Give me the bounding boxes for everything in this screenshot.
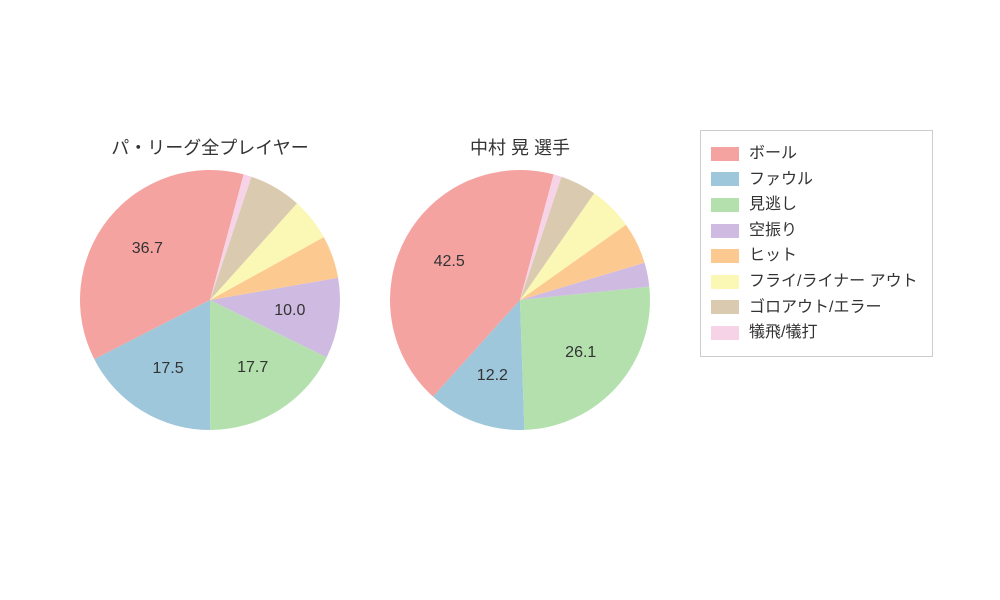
pie-svg — [80, 170, 340, 430]
legend-label: ゴロアウト/エラー — [749, 295, 881, 321]
slice-label-ball: 36.7 — [132, 240, 163, 258]
legend-item-look: 見逃し — [711, 192, 918, 218]
legend: ボールファウル見逃し空振りヒットフライ/ライナー アウトゴロアウト/エラー犠飛/… — [700, 130, 933, 357]
legend-item-flyout: フライ/ライナー アウト — [711, 269, 918, 295]
legend-label: フライ/ライナー アウト — [749, 269, 918, 295]
legend-swatch — [711, 172, 739, 186]
slice-label-swing: 10.0 — [274, 302, 305, 320]
legend-swatch — [711, 249, 739, 263]
slice-label-ball: 42.5 — [434, 253, 465, 271]
legend-swatch — [711, 224, 739, 238]
chart-canvas: パ・リーグ全プレイヤー 36.7 17.5 17.7 10.0 中村 晃 選手 42.5 12… — [0, 0, 1000, 600]
legend-item-sac: 犠飛/犠打 — [711, 320, 918, 346]
slice-label-look: 26.1 — [565, 344, 596, 362]
pie-chart-right: 中村 晃 選手42.512.226.1 — [390, 170, 650, 430]
slice-label-foul: 17.5 — [152, 360, 183, 378]
legend-item-hit: ヒット — [711, 243, 918, 269]
legend-swatch — [711, 300, 739, 314]
legend-item-foul: ファウル — [711, 167, 918, 193]
legend-label: ヒット — [749, 243, 797, 269]
legend-swatch — [711, 147, 739, 161]
pie-chart-left: パ・リーグ全プレイヤー36.717.517.710.0 — [80, 170, 340, 430]
chart-title: パ・リーグ全プレイヤー — [80, 134, 340, 160]
legend-swatch — [711, 198, 739, 212]
legend-label: 見逃し — [749, 192, 797, 218]
legend-item-ball: ボール — [711, 141, 918, 167]
legend-swatch — [711, 275, 739, 289]
legend-item-groundout: ゴロアウト/エラー — [711, 295, 918, 321]
legend-label: 犠飛/犠打 — [749, 320, 817, 346]
chart-title: 中村 晃 選手 — [390, 134, 650, 160]
legend-item-swing: 空振り — [711, 218, 918, 244]
slice-label-foul: 12.2 — [477, 367, 508, 385]
legend-label: ボール — [749, 141, 797, 167]
slice-label-look: 17.7 — [237, 359, 268, 377]
legend-label: ファウル — [749, 167, 813, 193]
pie-svg — [390, 170, 650, 430]
legend-swatch — [711, 326, 739, 340]
legend-label: 空振り — [749, 218, 797, 244]
